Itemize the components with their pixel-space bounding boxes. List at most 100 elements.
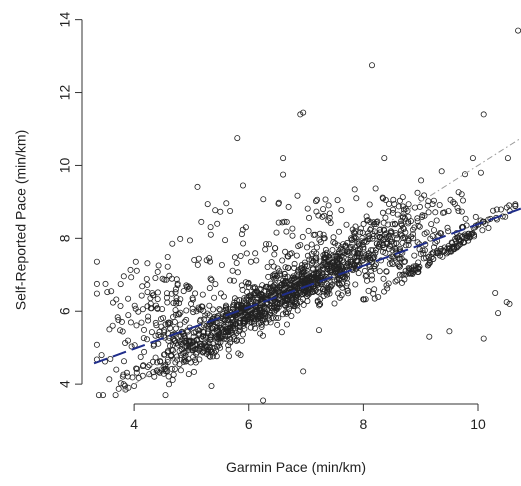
data-point	[301, 259, 308, 266]
data-point	[117, 281, 124, 288]
data-point	[145, 317, 152, 324]
data-point	[208, 382, 215, 389]
data-point	[156, 328, 163, 335]
data-point	[458, 208, 465, 215]
data-point	[271, 272, 278, 279]
data-point	[240, 322, 247, 329]
data-point	[266, 241, 273, 248]
data-point	[260, 196, 267, 203]
data-point	[113, 366, 120, 373]
data-point	[213, 353, 220, 360]
data-point	[166, 272, 173, 279]
data-point	[512, 201, 519, 208]
data-point	[414, 189, 421, 196]
data-point	[416, 203, 423, 210]
data-point	[422, 254, 429, 261]
data-point	[493, 206, 500, 213]
data-point	[274, 300, 281, 307]
data-point	[394, 277, 401, 284]
data-point	[293, 252, 300, 259]
data-point	[364, 235, 371, 242]
data-point	[304, 205, 311, 212]
data-point	[188, 300, 195, 307]
data-point	[239, 182, 246, 189]
data-point	[211, 294, 218, 301]
data-point	[469, 155, 476, 162]
data-point	[381, 288, 388, 295]
data-point	[289, 295, 296, 302]
data-point	[133, 267, 140, 274]
data-point	[268, 308, 275, 315]
data-point	[104, 289, 111, 296]
data-point	[262, 246, 269, 253]
data-point	[396, 197, 403, 204]
data-point	[120, 273, 127, 280]
data-point	[409, 226, 416, 233]
fit-lines	[93, 137, 521, 392]
data-point	[272, 314, 279, 321]
data-point	[379, 209, 386, 216]
data-point	[170, 299, 177, 306]
data-point	[129, 374, 136, 381]
data-point	[183, 307, 190, 314]
data-point	[212, 347, 219, 354]
data-point	[172, 307, 179, 314]
data-point	[425, 209, 432, 216]
y-tick-label: 8	[57, 234, 73, 242]
data-point	[398, 221, 405, 228]
data-point	[163, 290, 170, 297]
data-point	[316, 236, 323, 243]
data-point	[243, 294, 250, 301]
data-point	[446, 245, 453, 252]
data-point	[213, 326, 220, 333]
data-point	[322, 258, 329, 265]
data-point	[391, 220, 398, 227]
data-point	[243, 250, 250, 257]
data-point	[216, 305, 223, 312]
data-point	[300, 109, 307, 116]
data-point	[329, 246, 336, 253]
data-point	[172, 325, 179, 332]
data-point	[461, 239, 468, 246]
data-point	[506, 202, 513, 209]
data-point	[416, 246, 423, 253]
data-point	[245, 283, 252, 290]
data-point	[180, 332, 187, 339]
data-point	[477, 169, 484, 176]
scatter-points	[93, 27, 521, 404]
data-point	[131, 302, 138, 309]
data-point	[445, 208, 452, 215]
data-point	[385, 200, 392, 207]
data-point	[115, 316, 122, 323]
data-point	[329, 281, 336, 288]
data-point	[184, 327, 191, 334]
data-point	[281, 218, 288, 225]
data-point	[234, 336, 241, 343]
data-point	[459, 197, 466, 204]
data-point	[169, 313, 176, 320]
data-point	[436, 252, 443, 259]
data-point	[311, 288, 318, 295]
data-point	[152, 354, 159, 361]
data-point	[239, 226, 246, 233]
data-point	[315, 327, 322, 334]
data-point	[376, 268, 383, 275]
data-point	[225, 346, 232, 353]
data-point	[247, 324, 254, 331]
data-point	[320, 206, 327, 213]
data-point	[309, 266, 316, 273]
data-point	[217, 290, 224, 297]
data-point	[278, 329, 285, 336]
data-point	[253, 316, 260, 323]
data-point	[222, 237, 229, 244]
data-point	[190, 333, 197, 340]
data-point	[432, 209, 439, 216]
data-point	[194, 349, 201, 356]
y-tick-label: 12	[57, 85, 73, 101]
data-point	[361, 254, 368, 261]
data-point	[366, 201, 373, 208]
data-point	[393, 232, 400, 239]
data-point	[234, 135, 241, 142]
data-point	[183, 316, 190, 323]
data-point	[402, 234, 409, 241]
